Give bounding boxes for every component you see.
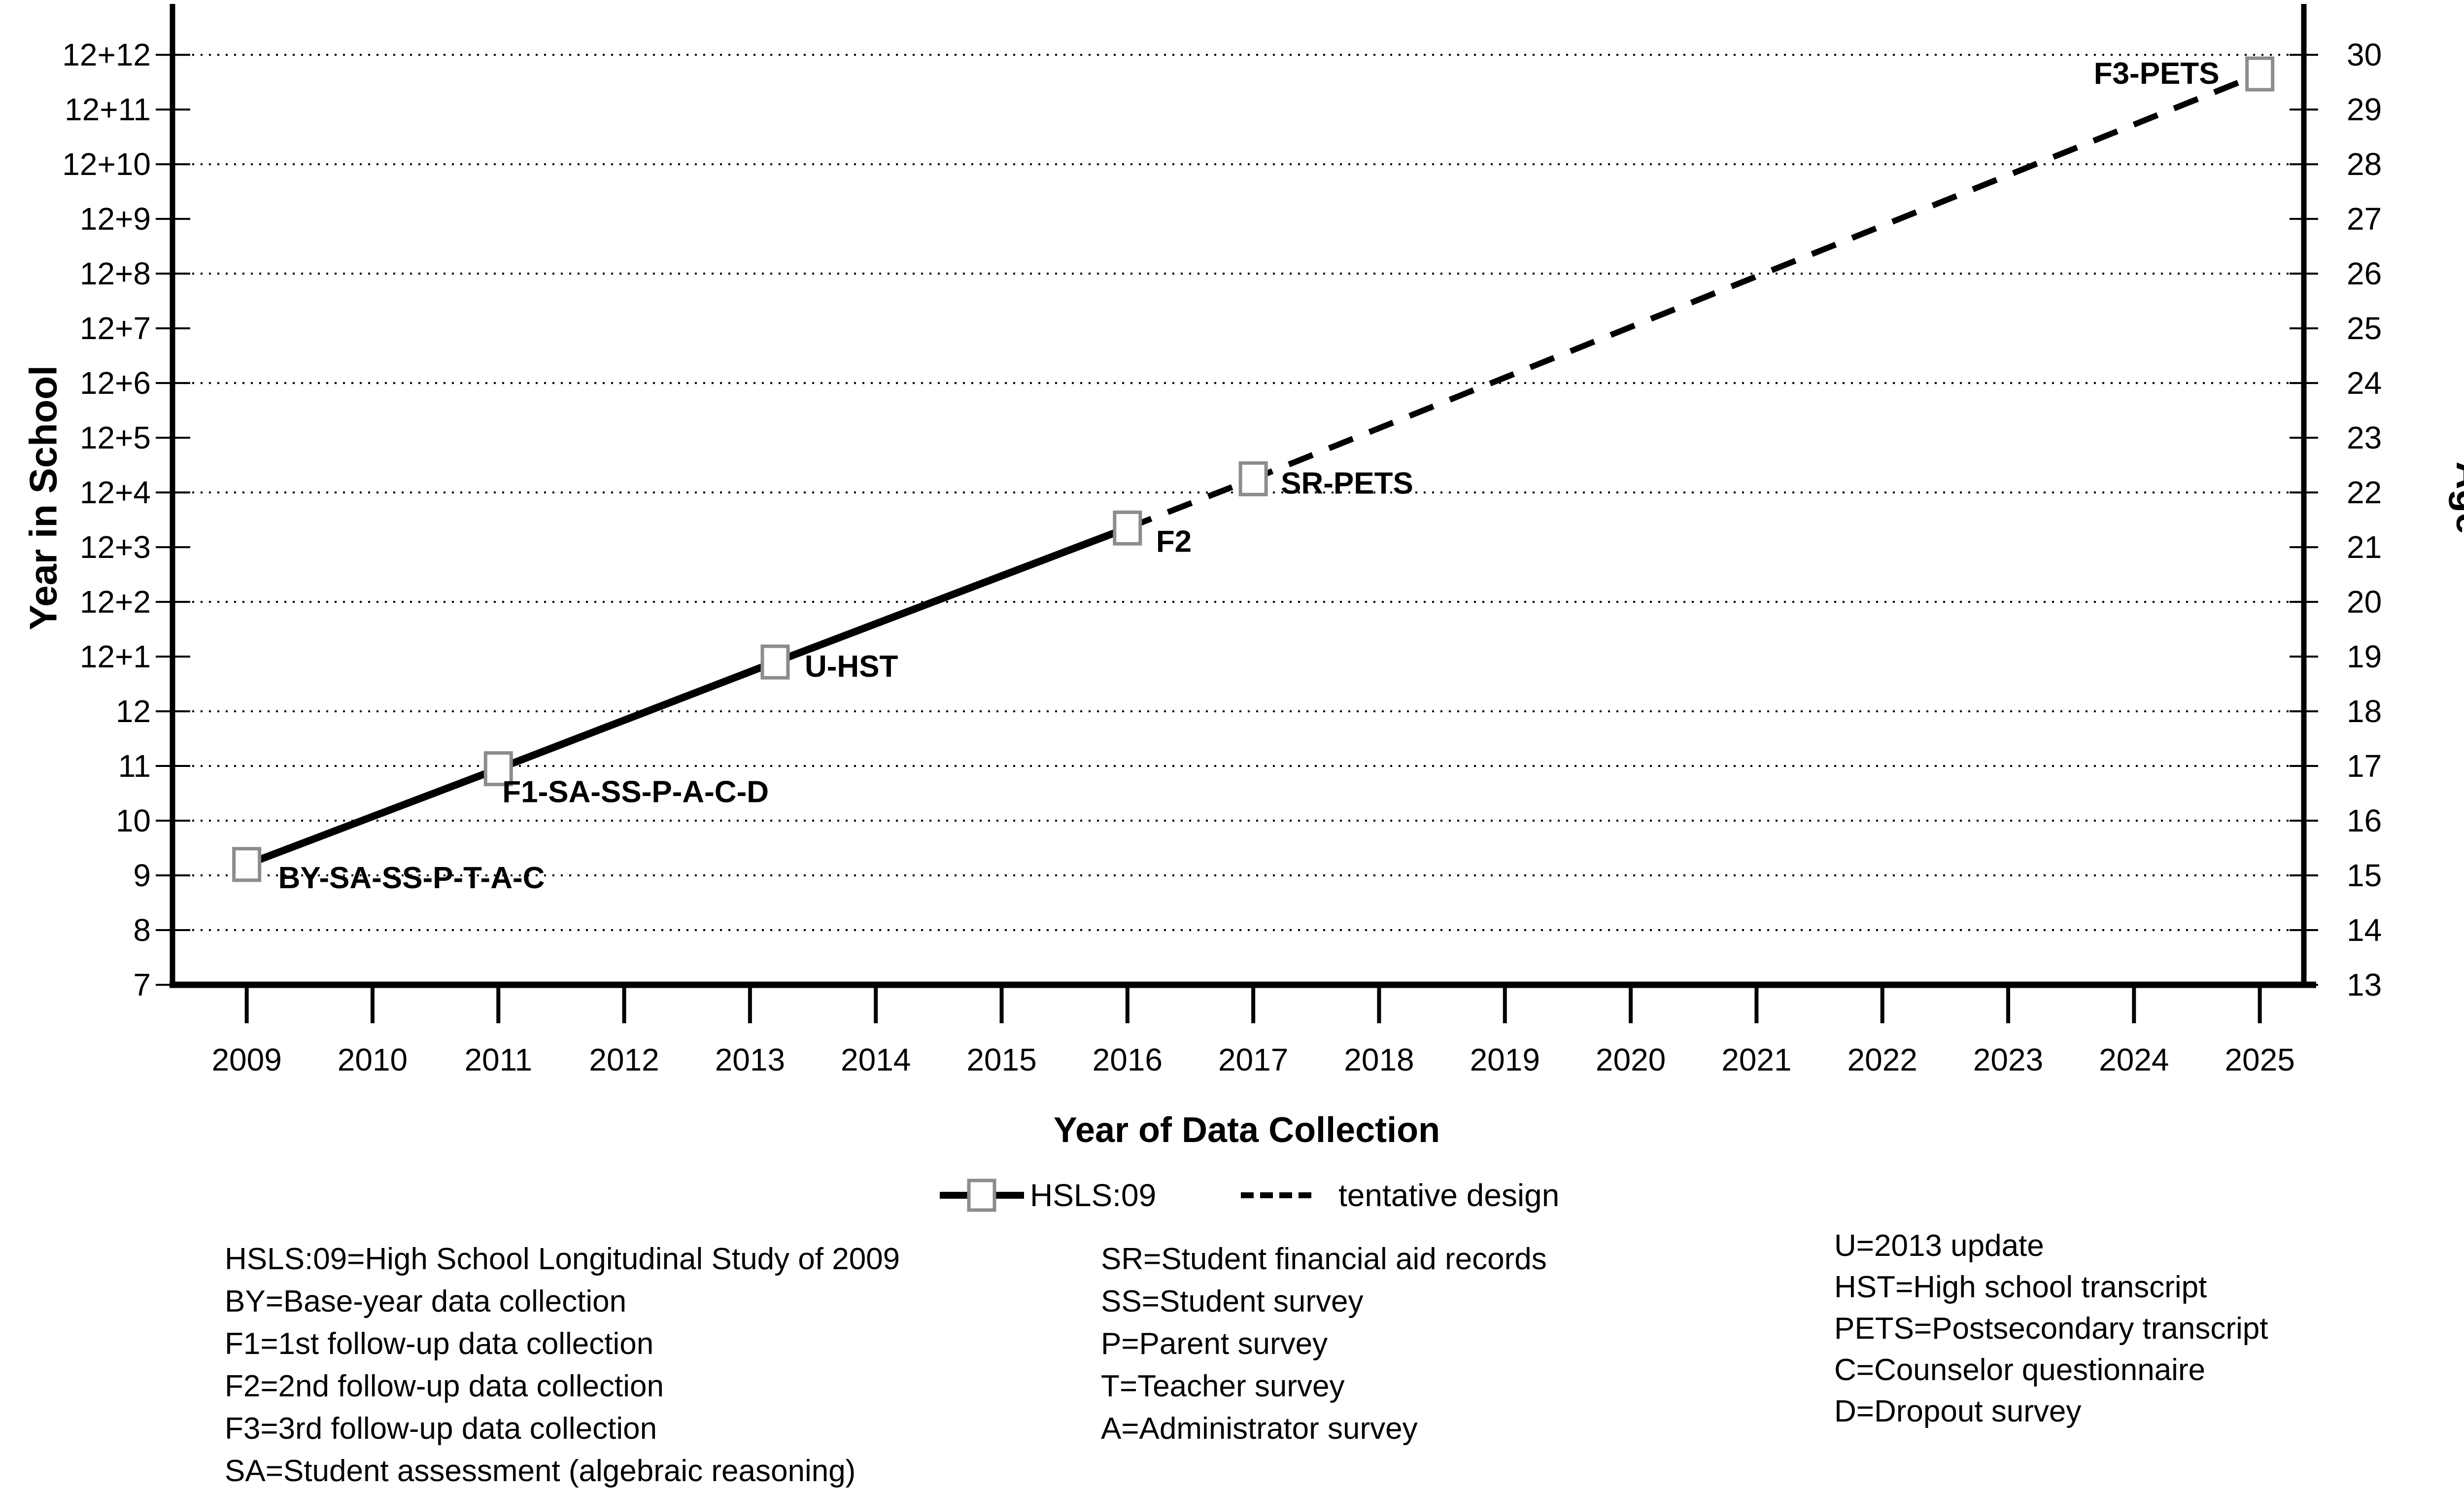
footnote-line: SS=Student survey	[1101, 1284, 1364, 1318]
legend-square-marker-icon	[967, 1179, 996, 1212]
point-label-SR: SR-PETS	[1281, 466, 1413, 500]
y-tick-label-right: 30	[2347, 37, 2382, 72]
x-tick-label: 2010	[338, 1042, 408, 1077]
point-label-F2: F2	[1156, 524, 1192, 558]
y-tick-label-right: 20	[2347, 584, 2382, 620]
y-tick-label-right: 27	[2347, 201, 2382, 237]
x-tick-label: 2025	[2224, 1042, 2294, 1077]
y-tick-label-left: 10	[116, 803, 151, 838]
y-tick-label-right: 23	[2347, 420, 2382, 455]
y-tick-label-left: 12+3	[80, 529, 151, 565]
point-label-U: U-HST	[805, 650, 898, 684]
footnote-line: T=Teacher survey	[1101, 1369, 1345, 1403]
footnote-line: SA=Student assessment (algebraic reasoni…	[225, 1454, 856, 1488]
y-tick-label-left: 12+6	[80, 365, 151, 401]
legend-solid-line-swatch	[940, 1179, 1024, 1212]
series-line-hsls-09	[245, 524, 1129, 868]
point-label-F3: F3-PETS	[2094, 57, 2220, 91]
y-tick-label-right: 13	[2347, 967, 2382, 1003]
legend-label-hsls09: HSLS:09	[1030, 1178, 1157, 1213]
y-tick-label-left: 7	[133, 967, 151, 1003]
point-label-F1: F1-SA-SS-P-A-C-D	[502, 775, 769, 809]
data-marker-F2	[1113, 510, 1142, 546]
data-marker-SR	[1238, 461, 1268, 496]
y-tick-label-left: 11	[118, 748, 151, 784]
footnote-column-3: U=2013 update HST=High school transcript P…	[1834, 1225, 2268, 1432]
point-label-BY: BY-SA-SS-P-T-A-C	[278, 861, 545, 895]
y-tick-label-left: 12+10	[62, 146, 151, 182]
data-marker-BY	[232, 847, 262, 882]
x-tick-label: 2013	[715, 1042, 785, 1077]
y-axis-title-left: Year in School	[21, 365, 65, 630]
footnote-line: D=Dropout survey	[1834, 1394, 2082, 1428]
footnote-line: BY=Base-year data collection	[225, 1284, 627, 1318]
y-tick-label-left: 12+8	[80, 256, 151, 291]
x-tick-label: 2011	[464, 1042, 532, 1077]
y-tick-label-left: 12+9	[80, 201, 151, 237]
data-marker-F3	[2245, 56, 2275, 92]
y-tick-label-left: 12+1	[80, 639, 151, 674]
y-tick-label-right: 24	[2347, 365, 2382, 401]
y-axis-title-right: Age	[2448, 461, 2464, 534]
y-tick-label-left: 8	[133, 912, 151, 948]
footnote-line: F1=1st follow-up data collection	[225, 1327, 654, 1361]
footnote-line: PETS=Postsecondary transcript	[1834, 1312, 2268, 1346]
x-tick-label: 2020	[1596, 1042, 1666, 1077]
y-tick-label-left: 12+2	[80, 584, 151, 620]
x-tick-label: 2023	[1973, 1042, 2043, 1077]
footnote-line: HSLS:09=High School Longitudinal Study o…	[225, 1242, 900, 1276]
x-tick-label: 2012	[589, 1042, 659, 1077]
data-marker-F1	[483, 751, 513, 787]
x-tick-label: 2016	[1093, 1042, 1163, 1077]
x-tick-label: 2017	[1218, 1042, 1288, 1077]
x-tick-label: 2014	[841, 1042, 911, 1077]
y-tick-label-left: 12+11	[65, 92, 151, 127]
y-tick-label-left: 12	[116, 693, 151, 729]
x-tick-label: 2021	[1721, 1042, 1791, 1077]
y-tick-label-right: 21	[2347, 529, 2382, 565]
x-tick-label: 2019	[1470, 1042, 1540, 1077]
y-tick-label-right: 22	[2347, 475, 2382, 510]
y-tick-label-right: 26	[2347, 256, 2382, 291]
y-tick-label-right: 18	[2347, 693, 2382, 729]
footnote-column-2: SR=Student financial aid records SS=Stude…	[1101, 1238, 1547, 1450]
footnote-column-1: HSLS:09=High School Longitudinal Study o…	[225, 1238, 900, 1491]
y-tick-label-left: 12+7	[80, 311, 151, 346]
data-marker-U	[760, 644, 790, 680]
y-tick-label-left: 12+12	[62, 37, 151, 72]
x-tick-label: 2009	[211, 1042, 281, 1077]
x-tick-label: 2018	[1344, 1042, 1414, 1077]
y-tick-label-right: 17	[2347, 748, 2382, 784]
footnote-line: P=Parent survey	[1101, 1327, 1328, 1361]
x-tick-label: 2015	[966, 1042, 1036, 1077]
y-tick-label-left: 9	[133, 858, 151, 893]
y-tick-label-right: 19	[2347, 639, 2382, 674]
footnote-line: F2=2nd follow-up data collection	[225, 1369, 664, 1403]
footnote-line: U=2013 update	[1834, 1229, 2044, 1263]
y-tick-label-right: 14	[2347, 912, 2382, 948]
x-tick-label: 2024	[2099, 1042, 2169, 1077]
x-axis-title: Year of Data Collection	[1053, 1110, 1440, 1150]
footnote-line: A=Administrator survey	[1101, 1412, 1418, 1446]
series-line-tentative-design	[1126, 71, 2261, 531]
y-tick-label-right: 29	[2347, 92, 2382, 127]
footnote-line: HST=High school transcript	[1834, 1270, 2207, 1304]
footnote-line: SR=Student financial aid records	[1101, 1242, 1547, 1276]
y-tick-label-right: 16	[2347, 803, 2382, 838]
y-tick-label-right: 15	[2347, 858, 2382, 893]
legend-dashed-line-swatch	[1241, 1192, 1315, 1198]
y-tick-label-right: 25	[2347, 311, 2382, 346]
x-tick-label: 2022	[1848, 1042, 1917, 1077]
footnote-line: C=Counselor questionnaire	[1834, 1353, 2206, 1387]
y-tick-label-right: 28	[2347, 146, 2382, 182]
y-tick-label-left: 12+4	[80, 475, 151, 510]
legend-label-tentative-design: tentative design	[1338, 1178, 1560, 1213]
footnote-line: F3=3rd follow-up data collection	[225, 1412, 657, 1446]
y-tick-label-left: 12+5	[80, 420, 151, 455]
